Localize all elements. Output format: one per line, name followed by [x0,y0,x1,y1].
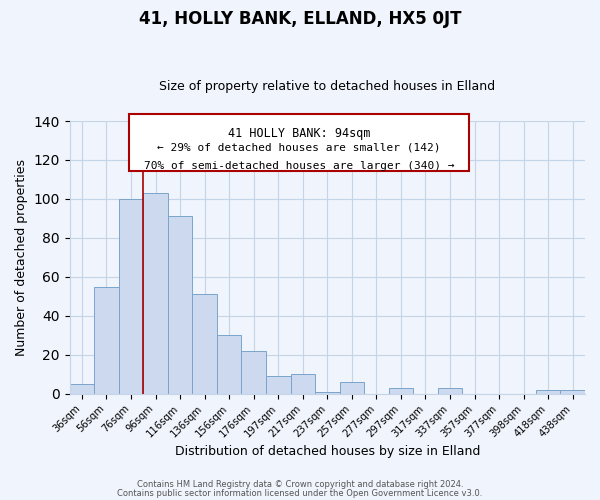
Bar [241,351,266,394]
Text: 41, HOLLY BANK, ELLAND, HX5 0JT: 41, HOLLY BANK, ELLAND, HX5 0JT [139,10,461,28]
Text: ← 29% of detached houses are smaller (142): ← 29% of detached houses are smaller (14… [157,143,441,153]
Bar [193,294,217,394]
Bar [143,193,168,394]
Bar [340,382,364,394]
Bar [266,376,290,394]
Bar [70,384,94,394]
FancyBboxPatch shape [129,114,469,172]
Text: Contains public sector information licensed under the Open Government Licence v3: Contains public sector information licen… [118,488,482,498]
Bar [389,388,413,394]
Bar [438,388,462,394]
Bar [315,392,340,394]
Bar [536,390,560,394]
Bar [119,199,143,394]
Y-axis label: Number of detached properties: Number of detached properties [15,159,28,356]
Text: Contains HM Land Registry data © Crown copyright and database right 2024.: Contains HM Land Registry data © Crown c… [137,480,463,489]
Bar [217,335,241,394]
Bar [560,390,585,394]
Title: Size of property relative to detached houses in Elland: Size of property relative to detached ho… [159,80,496,94]
Bar [290,374,315,394]
Bar [168,216,193,394]
Bar [94,286,119,394]
Text: 70% of semi-detached houses are larger (340) →: 70% of semi-detached houses are larger (… [144,160,454,170]
X-axis label: Distribution of detached houses by size in Elland: Distribution of detached houses by size … [175,444,480,458]
Text: 41 HOLLY BANK: 94sqm: 41 HOLLY BANK: 94sqm [228,126,370,140]
